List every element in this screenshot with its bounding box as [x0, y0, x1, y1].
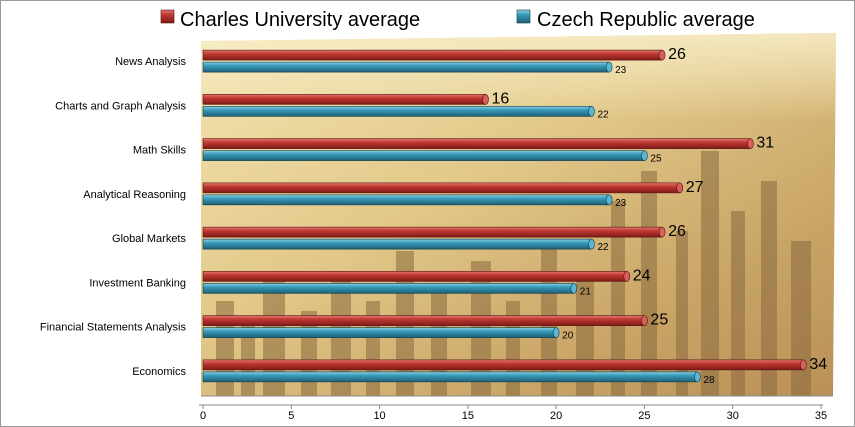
value-label-charles-math-skills: 31 — [756, 135, 774, 152]
legend-item-charles[interactable]: Charles University average — [160, 9, 420, 31]
value-label-czech-financial-statements-analysis: 20 — [562, 331, 574, 342]
value-label-czech-news-analysis: 23 — [615, 65, 627, 76]
bar-czech-news-analysis — [202, 61, 613, 73]
bar-charles-economics — [202, 359, 807, 371]
bars — [202, 49, 807, 383]
bar-czech-analytical-reasoning — [202, 194, 613, 206]
value-label-charles-investment-banking: 24 — [633, 267, 651, 284]
x-tick-label-5: 5 — [288, 410, 294, 422]
plot-background — [201, 33, 836, 397]
value-label-czech-global-markets: 22 — [597, 242, 609, 253]
legend-swatch-czech — [516, 9, 531, 24]
bar-czech-investment-banking — [202, 283, 578, 294]
x-tick-label-25: 25 — [638, 410, 650, 422]
x-tick-label-30: 30 — [727, 410, 739, 422]
category-label-financial-statements-analysis: Financial Statements Analysis — [40, 322, 187, 334]
value-label-charles-financial-statements-analysis: 25 — [650, 312, 668, 329]
bar-charles-math-skills — [202, 138, 754, 149]
bar-czech-global-markets — [202, 238, 595, 250]
category-label-charts-and-graph-analysis: Charts and Graph Analysis — [55, 100, 186, 112]
category-label-analytical-reasoning: Analytical Reasoning — [83, 189, 186, 201]
x-axis: 0 5 10 15 20 25 30 35 — [199, 404, 827, 422]
value-label-charles-economics: 34 — [809, 356, 827, 373]
value-label-charles-news-analysis: 26 — [668, 46, 686, 63]
legend-item-czech[interactable]: Czech Republic average — [516, 9, 755, 31]
x-tick-label-15: 15 — [462, 410, 474, 422]
bar-czech-financial-statements-analysis — [202, 327, 560, 338]
category-label-news-analysis: News Analysis — [115, 56, 186, 68]
value-label-czech-analytical-reasoning: 23 — [615, 198, 627, 209]
category-label-math-skills: Math Skills — [133, 145, 187, 157]
x-tick-label-35: 35 — [815, 410, 827, 422]
bar-czech-math-skills — [202, 150, 648, 161]
category-label-global-markets: Global Markets — [112, 233, 186, 245]
x-tick-label-0: 0 — [200, 410, 206, 422]
value-label-czech-investment-banking: 21 — [580, 286, 592, 297]
legend-label-czech: Czech Republic average — [537, 9, 755, 31]
bar-charles-investment-banking — [202, 271, 631, 282]
value-label-charles-analytical-reasoning: 27 — [686, 179, 704, 196]
category-label-investment-banking: Investment Banking — [89, 277, 186, 289]
bar-charles-global-markets — [202, 226, 666, 238]
value-label-czech-math-skills: 25 — [650, 154, 662, 165]
category-label-economics: Economics — [132, 366, 186, 378]
value-labels: 26 23 16 22 31 25 27 23 26 22 24 21 25 20 34 28 — [492, 46, 828, 386]
legend-label-charles: Charles University average — [180, 9, 420, 31]
category-labels: News Analysis Charts and Graph Analysis Ma… — [40, 56, 187, 378]
bar-czech-charts-and-graph-analysis — [202, 106, 595, 117]
legend: Charles University average Czech Republi… — [160, 9, 755, 31]
value-label-czech-economics: 28 — [703, 375, 715, 386]
legend-swatch-charles — [160, 9, 175, 24]
x-tick-label-10: 10 — [373, 410, 385, 422]
value-label-charles-global-markets: 26 — [668, 223, 686, 240]
bar-charles-analytical-reasoning — [202, 182, 684, 194]
bar-czech-economics — [202, 371, 701, 383]
bar-charles-charts-and-graph-analysis — [202, 94, 489, 105]
value-label-charles-charts-and-graph-analysis: 16 — [492, 90, 510, 107]
bar-charles-news-analysis — [202, 49, 666, 61]
bar-charles-financial-statements-analysis — [202, 315, 648, 326]
value-label-czech-charts-and-graph-analysis: 22 — [597, 109, 609, 120]
x-tick-label-20: 20 — [550, 410, 562, 422]
